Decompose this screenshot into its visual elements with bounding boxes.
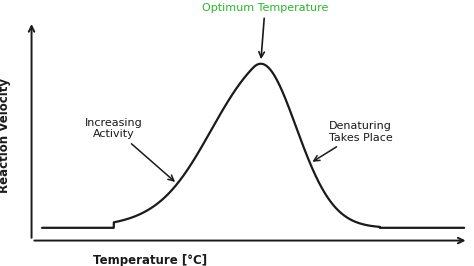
Text: Optimum Temperature: Optimum Temperature (202, 3, 328, 57)
Text: Increasing
Activity: Increasing Activity (85, 118, 174, 181)
Text: Denaturing
Takes Place: Denaturing Takes Place (314, 121, 392, 161)
Text: Temperature [°C]: Temperature [°C] (93, 253, 207, 266)
Text: Reaction Velocity: Reaction Velocity (0, 78, 10, 193)
